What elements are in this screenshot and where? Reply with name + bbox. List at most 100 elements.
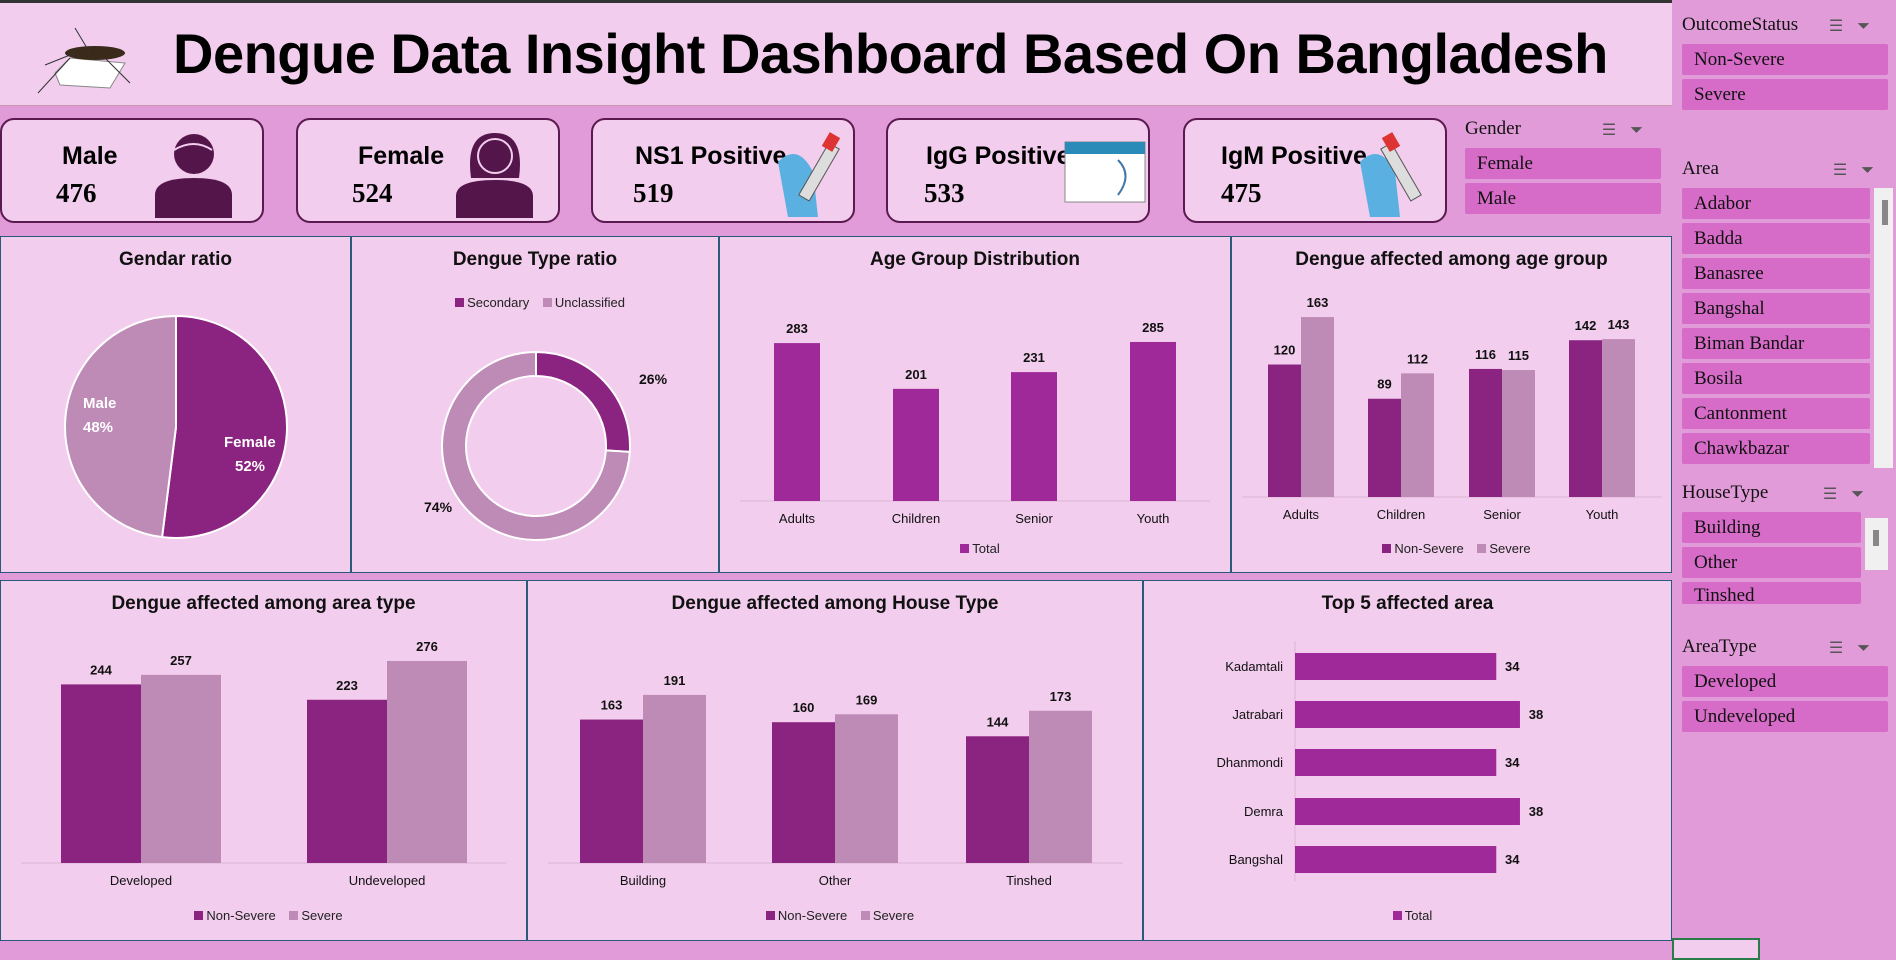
bar-non-severe <box>1268 364 1301 497</box>
house-type-scrollbar[interactable] <box>1865 518 1888 570</box>
slicer-gender: Gender ☰⏷ Female Male <box>1465 118 1661 218</box>
data-label: 38 <box>1529 707 1543 722</box>
chart-title: Gendar ratio <box>119 249 232 270</box>
kpi-label: NS1 Positive <box>635 142 787 170</box>
bar-severe <box>1301 317 1334 497</box>
legend-swatch <box>542 298 552 307</box>
slicer-item-area[interactable]: Chawkbazar <box>1682 433 1870 464</box>
data-label: 89 <box>1377 377 1391 392</box>
dengue-type-donut-chart: 26% 74% <box>424 350 668 541</box>
slicer-item-tinshed[interactable]: Tinshed <box>1682 582 1861 604</box>
data-label: 231 <box>1023 350 1045 365</box>
bar-total <box>1130 341 1176 501</box>
slicer-area: Area ☰⏷ Adabor Badda Banasree Bangshal Biman … <box>1682 158 1874 468</box>
data-label: 283 <box>786 321 808 336</box>
slicer-title: OutcomeStatus <box>1682 14 1799 35</box>
data-label: 257 <box>170 653 192 668</box>
age-group-bar-chart: 283 Adults 201 Children 231 Senior 285 Youth <box>740 320 1210 526</box>
slicer-item-area[interactable]: Cantonment <box>1682 398 1870 429</box>
multi-select-icon[interactable]: ☰ <box>1828 18 1858 35</box>
x-tick-label: Adults <box>779 511 816 526</box>
data-label: 285 <box>1142 320 1164 335</box>
slicer-item-undeveloped[interactable]: Undeveloped <box>1682 701 1888 732</box>
kpi-label: Female <box>358 142 445 170</box>
kpi-card-ns1-positive: NS1 Positive 519 <box>591 118 855 223</box>
multi-select-icon[interactable]: ☰ <box>1832 162 1862 179</box>
female-person-icon <box>456 133 533 218</box>
multi-select-icon[interactable]: ☰ <box>1601 122 1631 139</box>
slicer-item-area[interactable]: Bosila <box>1682 363 1870 394</box>
panel-house-type: Dengue affected among House Type 163 191 B… <box>527 580 1143 941</box>
kpi-card-female: Female 524 <box>296 118 560 223</box>
data-label: 115 <box>1508 348 1529 363</box>
pie-slice-female <box>160 314 288 539</box>
legend-label: Non-Severe <box>777 908 848 923</box>
panel-top5-areas: Top 5 affected area 34 Kadamtali 38 Jatraba… <box>1143 580 1672 941</box>
data-label: 276 <box>416 639 438 654</box>
area-scrollbar[interactable] <box>1874 188 1893 468</box>
slicer-outcome-status: OutcomeStatus ☰⏷ Non-Severe Severe <box>1682 14 1888 114</box>
legend-swatch <box>194 911 204 920</box>
panel-age-group-severity: Dengue affected among age group 120 163 Ad… <box>1231 236 1672 573</box>
chart-title: Dengue affected among House Type <box>671 593 999 614</box>
donut-slice-unclassified <box>441 350 631 541</box>
legend-swatch <box>289 911 299 920</box>
x-tick-label: Building <box>620 873 666 888</box>
legend-swatch <box>860 911 870 920</box>
multi-select-icon[interactable]: ☰ <box>1828 640 1858 657</box>
clear-filter-icon[interactable]: ⏷ <box>1857 640 1884 657</box>
clear-filter-icon[interactable]: ⏷ <box>1857 18 1884 35</box>
panel-dengue-type-ratio: Dengue Type ratio Secondary Unclassified… <box>351 236 719 573</box>
clear-filter-icon[interactable]: ⏷ <box>1851 486 1878 503</box>
slicer-item-non-severe[interactable]: Non-Severe <box>1682 44 1888 75</box>
data-label: 34 <box>1505 755 1520 770</box>
data-label: 201 <box>905 367 927 382</box>
legend-label: Non-Severe <box>1394 541 1464 556</box>
bar-non-severe <box>580 719 643 863</box>
slicer-item-area[interactable]: Adabor <box>1682 188 1870 219</box>
slicer-item-severe[interactable]: Severe <box>1682 79 1888 110</box>
kpi-label: IgM Positive <box>1221 142 1367 170</box>
clear-filter-icon[interactable]: ⏷ <box>1861 162 1888 179</box>
bar-non-severe <box>1569 340 1602 497</box>
bar-non-severe <box>772 722 835 863</box>
kpi-label: Male <box>62 142 118 170</box>
legend-swatch <box>1477 544 1487 553</box>
x-tick-label: Adults <box>1283 507 1320 522</box>
kpi-card-igg-positive: IgG Positive 533 <box>886 118 1150 223</box>
bar-non-severe <box>1368 398 1401 497</box>
legend-label: Severe <box>1489 541 1531 556</box>
test-tube-glove-icon <box>778 132 841 217</box>
slicer-item-area[interactable]: Biman Bandar <box>1682 328 1870 359</box>
legend-swatch <box>960 544 970 553</box>
x-tick-label: Developed <box>110 873 172 888</box>
legend-label: Unclassified <box>554 295 625 310</box>
slicer-item-area[interactable]: Badda <box>1682 223 1870 254</box>
header: Dengue Data Insight Dashboard Based On B… <box>0 0 1672 106</box>
bar-non-severe <box>307 699 387 863</box>
x-tick-label: Youth <box>1137 511 1170 526</box>
data-label: 191 <box>664 673 686 688</box>
data-label: 163 <box>1307 295 1329 310</box>
slicer-house-type-box: HouseType ☰⏷ Building Other Tinshed <box>1682 482 1870 608</box>
slicer-item-developed[interactable]: Developed <box>1682 666 1888 697</box>
data-label: 34 <box>1505 659 1520 674</box>
slicer-item-male[interactable]: Male <box>1465 183 1661 214</box>
selected-cell[interactable] <box>1672 938 1760 960</box>
bar-total <box>1011 372 1057 501</box>
bar-severe <box>1401 373 1434 497</box>
donut-slice-secondary <box>535 350 631 453</box>
bar-total <box>1295 749 1497 776</box>
slicer-item-other[interactable]: Other <box>1682 547 1861 578</box>
kpi-value: 524 <box>352 178 393 208</box>
slicer-title: Gender <box>1465 118 1521 139</box>
multi-select-icon[interactable]: ☰ <box>1822 486 1852 503</box>
male-person-icon <box>155 134 232 218</box>
clear-filter-icon[interactable]: ⏷ <box>1630 122 1657 139</box>
bar-non-severe <box>61 684 141 863</box>
pie-percent-label: 48% <box>83 419 113 436</box>
slicer-item-area[interactable]: Banasree <box>1682 258 1870 289</box>
slicer-item-female[interactable]: Female <box>1465 148 1661 179</box>
slicer-item-area[interactable]: Bangshal <box>1682 293 1870 324</box>
slicer-item-building[interactable]: Building <box>1682 512 1861 543</box>
